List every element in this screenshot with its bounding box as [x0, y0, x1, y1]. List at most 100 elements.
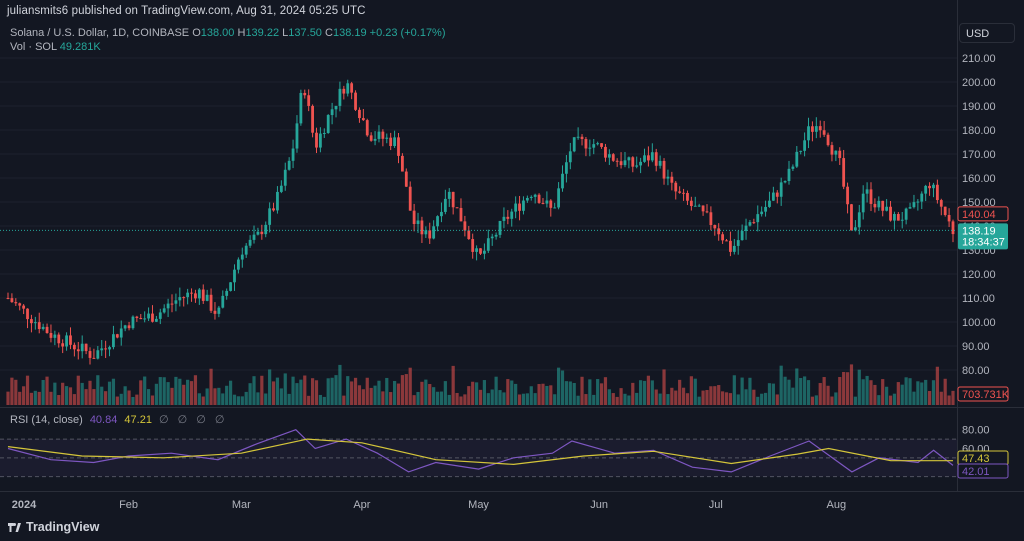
candle-body — [350, 83, 354, 93]
volume-bar — [592, 394, 596, 405]
candle-body — [248, 239, 252, 246]
volume-bar — [131, 396, 135, 405]
candle-body — [447, 191, 451, 199]
high-price-marker — [957, 206, 1009, 222]
rsi-settings-icons[interactable]: ∅ ∅ ∅ ∅ — [159, 414, 228, 426]
volume-bar — [478, 389, 483, 405]
candle-body — [709, 212, 713, 226]
volume-bar — [931, 380, 936, 405]
volume-bar — [146, 389, 151, 405]
candle-body — [14, 302, 18, 304]
volume-bar — [350, 381, 354, 405]
candle-body — [291, 148, 295, 161]
currency-button[interactable]: USD — [959, 23, 1015, 43]
candle-body — [740, 230, 744, 241]
candle-body — [479, 248, 482, 254]
volume-bar — [369, 387, 373, 405]
candle-body — [615, 160, 619, 162]
time-axis[interactable]: 2024 Feb Mar Apr May Jun Jul Aug — [12, 499, 846, 511]
candle-body — [885, 206, 889, 211]
candle-body — [537, 194, 541, 203]
volume-bar — [84, 389, 88, 405]
volume-bar — [892, 393, 897, 405]
volume-bar — [658, 393, 662, 405]
candle-body — [568, 151, 572, 163]
volume-bar — [615, 396, 619, 405]
price-tick-label: 80.00 — [962, 365, 990, 377]
price-tick-label: 210.00 — [962, 53, 996, 65]
candle-body — [127, 325, 131, 329]
volume-bar — [896, 382, 900, 405]
candle-body — [654, 152, 658, 166]
rsi-pane[interactable] — [0, 429, 957, 478]
candle-body — [303, 92, 307, 96]
volume-bar — [927, 391, 932, 405]
rsi-marker-text: 42.01 — [962, 466, 990, 478]
candle-body — [440, 211, 443, 217]
candle-body — [436, 216, 439, 227]
volume-bar — [681, 387, 686, 405]
volume-bar — [924, 379, 928, 405]
candle-body — [428, 230, 432, 239]
candle-body — [678, 191, 682, 193]
volume-bar — [41, 379, 45, 405]
volume-bar — [611, 393, 615, 405]
candle-body — [96, 350, 100, 359]
candle-body — [830, 145, 834, 155]
volume-bar — [471, 381, 475, 405]
volume-bar — [389, 392, 393, 405]
volume-bar — [443, 381, 447, 405]
candle-body — [697, 205, 701, 207]
rsi-label[interactable]: RSI (14, close) — [10, 414, 83, 426]
candle-body — [853, 227, 857, 231]
candle-body — [283, 169, 287, 186]
volume-bar — [213, 388, 217, 405]
volume-bar — [104, 391, 108, 405]
candle-body — [666, 176, 670, 179]
volume-bar — [599, 383, 604, 405]
candle-body — [361, 118, 365, 121]
volume-bar — [666, 394, 670, 405]
candle-body — [494, 234, 498, 237]
candlesticks[interactable] — [6, 79, 955, 365]
candle-body — [322, 132, 326, 134]
volume-bar — [791, 387, 795, 405]
candle-body — [225, 290, 229, 296]
high-label: H — [237, 27, 246, 39]
candle-body — [838, 150, 842, 159]
candle-body — [166, 303, 170, 309]
candle-body — [170, 303, 174, 305]
candle-body — [393, 137, 396, 147]
candle-body — [498, 220, 502, 235]
volume-bar — [572, 382, 576, 405]
price-axis[interactable]: 210.00 200.00 190.00 180.00 170.00 160.00 150.… — [962, 53, 996, 377]
candle-body — [490, 236, 494, 239]
candle-body — [912, 202, 916, 208]
volume-bar — [494, 376, 498, 405]
volume-bar — [916, 381, 920, 405]
candle-body — [217, 307, 221, 314]
candle-body — [92, 357, 96, 359]
volume-bar — [795, 368, 799, 405]
candle-body — [865, 189, 869, 194]
candle-body — [904, 208, 908, 220]
footer-brand[interactable]: TradingView — [8, 520, 99, 534]
volume-bar — [373, 385, 377, 405]
candle-body — [771, 192, 775, 201]
candle-body — [889, 206, 892, 221]
volume-bar — [783, 376, 787, 405]
volume-bar — [432, 387, 436, 405]
candle-body — [650, 152, 654, 161]
candle-body — [682, 192, 685, 194]
candle-body — [385, 137, 389, 139]
candle-body — [112, 334, 115, 348]
candle-body — [287, 160, 291, 170]
candle-body — [686, 193, 689, 201]
candle-body — [346, 83, 350, 94]
volume-label[interactable]: Vol · SOL — [10, 41, 57, 53]
volume-bar — [396, 383, 401, 405]
symbol-label[interactable]: Solana / U.S. Dollar, 1D, COINBASE — [10, 27, 190, 39]
volume-bar — [763, 392, 768, 405]
volume-bar — [29, 392, 34, 405]
